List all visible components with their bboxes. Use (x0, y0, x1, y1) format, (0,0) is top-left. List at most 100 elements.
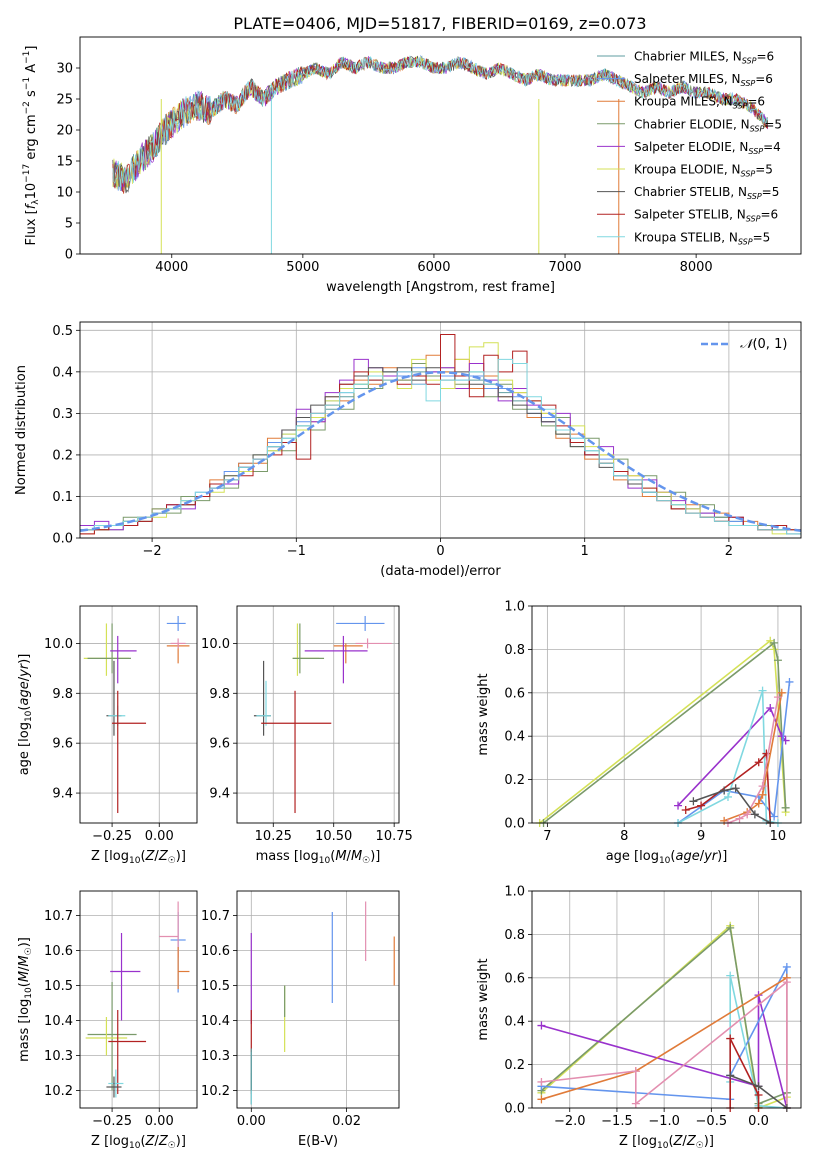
y-tick-label: 9.4 (52, 787, 73, 802)
y-tick-label: 10.4 (201, 1014, 230, 1029)
x-tick-label: −1.5 (601, 1114, 633, 1129)
y-tick-label: 1.0 (504, 885, 525, 900)
weight-series (729, 975, 787, 1109)
weight-marker (758, 790, 767, 799)
x-tick-label: 1 (581, 544, 589, 559)
panel-weight-vs-age: 7 8 9 10 0.0 0.2 0.4 0.6 0.8 1.0 age [log10(age/yr… (476, 600, 802, 866)
y-tick-label: 30 (56, 62, 73, 77)
y-tick-label: 9.4 (209, 787, 230, 802)
weight-marker (770, 638, 779, 647)
axes-frame (79, 36, 802, 255)
y-tick-label: 10.2 (44, 1084, 73, 1099)
x-tick-label: 5000 (286, 260, 319, 275)
x-tick-label: 10 (770, 829, 787, 844)
axes-frame (531, 890, 802, 1109)
weight-series (541, 995, 788, 1109)
x-tick-label: −2 (143, 544, 162, 559)
weight-marker (750, 810, 759, 819)
weight-marker (754, 1090, 763, 1099)
x-axis-label: mass [log10(M/M☉)] (256, 849, 381, 866)
x-tick-label: 0 (436, 544, 444, 559)
y-tick-label: 0.0 (504, 817, 525, 832)
y-axis-label: Normed distribution (14, 365, 29, 495)
legend-entry: Salpeter ELODIE, NSSP=4 (634, 140, 781, 156)
y-axis-label: mass weight (476, 673, 491, 755)
weight-marker (735, 814, 744, 823)
weight-marker (537, 1077, 546, 1086)
spectrum-line (112, 55, 768, 191)
weight-marker (777, 688, 786, 697)
y-tick-label: 0.8 (504, 643, 525, 658)
y-tick-label: 9.8 (209, 687, 230, 702)
y-tick-label: 9.8 (52, 687, 73, 702)
x-axis-label: Z [log10(Z/Z☉)] (91, 1134, 186, 1151)
y-axis-label: mass [log10(M/M☉)] (17, 937, 34, 1062)
x-tick-label: 0.00 (145, 1114, 174, 1129)
weight-marker (773, 693, 782, 702)
y-tick-label: 9.6 (209, 737, 230, 752)
weight-marker (631, 1067, 640, 1076)
y-tick-label: 10.5 (201, 979, 230, 994)
y-tick-label: 10.2 (201, 1084, 230, 1099)
weight-marker (758, 686, 767, 695)
y-tick-label: 9.6 (52, 737, 73, 752)
axes-frame (236, 605, 400, 824)
y-tick-label: 10.4 (44, 1014, 73, 1029)
weight-marker (782, 978, 791, 987)
y-tick-label: 10.3 (44, 1049, 73, 1064)
weight-marker (785, 677, 794, 686)
weight-marker (674, 801, 683, 810)
panel-weight-vs-Z: −2.0 −1.5 −1.0 −0.5 0.0 0.0 0.2 0.4 0.6 0.8 1.0 Z [… (476, 885, 802, 1151)
x-tick-label: 10.25 (255, 829, 292, 844)
y-tick-label: 25 (56, 93, 73, 108)
weight-marker (754, 799, 763, 808)
legend-entry: Chabrier MILES, NSSP=6 (634, 50, 774, 66)
y-tick-label: 10 (56, 186, 73, 201)
x-tick-label: 6000 (417, 260, 450, 275)
x-tick-label: 8000 (680, 260, 713, 275)
figure-title: PLATE=0406, MJD=51817, FIBERID=0169, z=0… (233, 14, 646, 33)
weight-marker (781, 803, 790, 812)
x-tick-label: −1 (287, 544, 306, 559)
legend-entry: Salpeter MILES, NSSP=6 (634, 72, 773, 88)
weight-marker (782, 962, 791, 971)
y-tick-label: 10.6 (201, 944, 230, 959)
x-axis-label: (data-model)/error (380, 564, 501, 579)
weight-marker (754, 758, 763, 767)
legend-entry: Kroupa ELODIE, NSSP=5 (634, 163, 773, 179)
x-tick-label: 7 (543, 829, 551, 844)
x-tick-label: 7000 (548, 260, 581, 275)
legend-entry: Kroupa STELIB, NSSP=5 (634, 230, 770, 246)
weight-marker (697, 801, 706, 810)
y-tick-label: 0.6 (504, 971, 525, 986)
x-tick-label: 0.00 (237, 1114, 266, 1129)
weight-series (727, 696, 779, 824)
y-tick-label: 0.4 (504, 730, 525, 745)
legend-entry: Kroupa MILES, NSSP=6 (634, 95, 765, 111)
y-tick-label: 10.5 (44, 979, 73, 994)
panel-age-vs-mass: 10.25 10.50 10.75 9.4 9.6 9.8 10.0 mass [log10(… (201, 605, 413, 866)
y-tick-label: 0.4 (504, 1015, 525, 1030)
weight-series (723, 692, 783, 822)
x-tick-label: 2 (725, 544, 733, 559)
weight-marker (754, 1082, 763, 1091)
weight-marker (766, 703, 775, 712)
panel-age-vs-Z: −0.25 0.00 9.4 9.6 9.8 10.0 Z [log10(Z/Z☉)] age… (17, 605, 198, 866)
y-axis-label: mass weight (476, 958, 491, 1040)
axes-frame (236, 890, 400, 1109)
axes-frame (79, 321, 802, 539)
legend-entry: Salpeter STELIB, NSSP=6 (634, 208, 778, 224)
panel-spectrum: 4000 5000 6000 7000 8000 0 5 10 15 20 25 30 waveleng… (22, 36, 802, 295)
weight-marker (720, 786, 729, 795)
weight-marker (743, 810, 752, 819)
panel-mass-vs-EBV: 0.00 0.02 10.2 10.3 10.4 10.5 10.6 10.7 E(B-V) (201, 890, 400, 1149)
weight-marker (537, 1095, 546, 1104)
x-tick-label: 9 (697, 829, 705, 844)
weight-marker (770, 812, 779, 821)
y-tick-label: 10.7 (44, 909, 73, 924)
y-tick-label: 10.0 (44, 637, 73, 652)
x-tick-label: 0.00 (145, 829, 174, 844)
weight-marker (762, 749, 771, 758)
x-tick-label: 0.02 (332, 1114, 361, 1129)
panel-residuals: −2 −1 0 1 2 0.0 0.1 0.2 0.3 0.4 0.5 (data-model)/er… (14, 321, 802, 579)
